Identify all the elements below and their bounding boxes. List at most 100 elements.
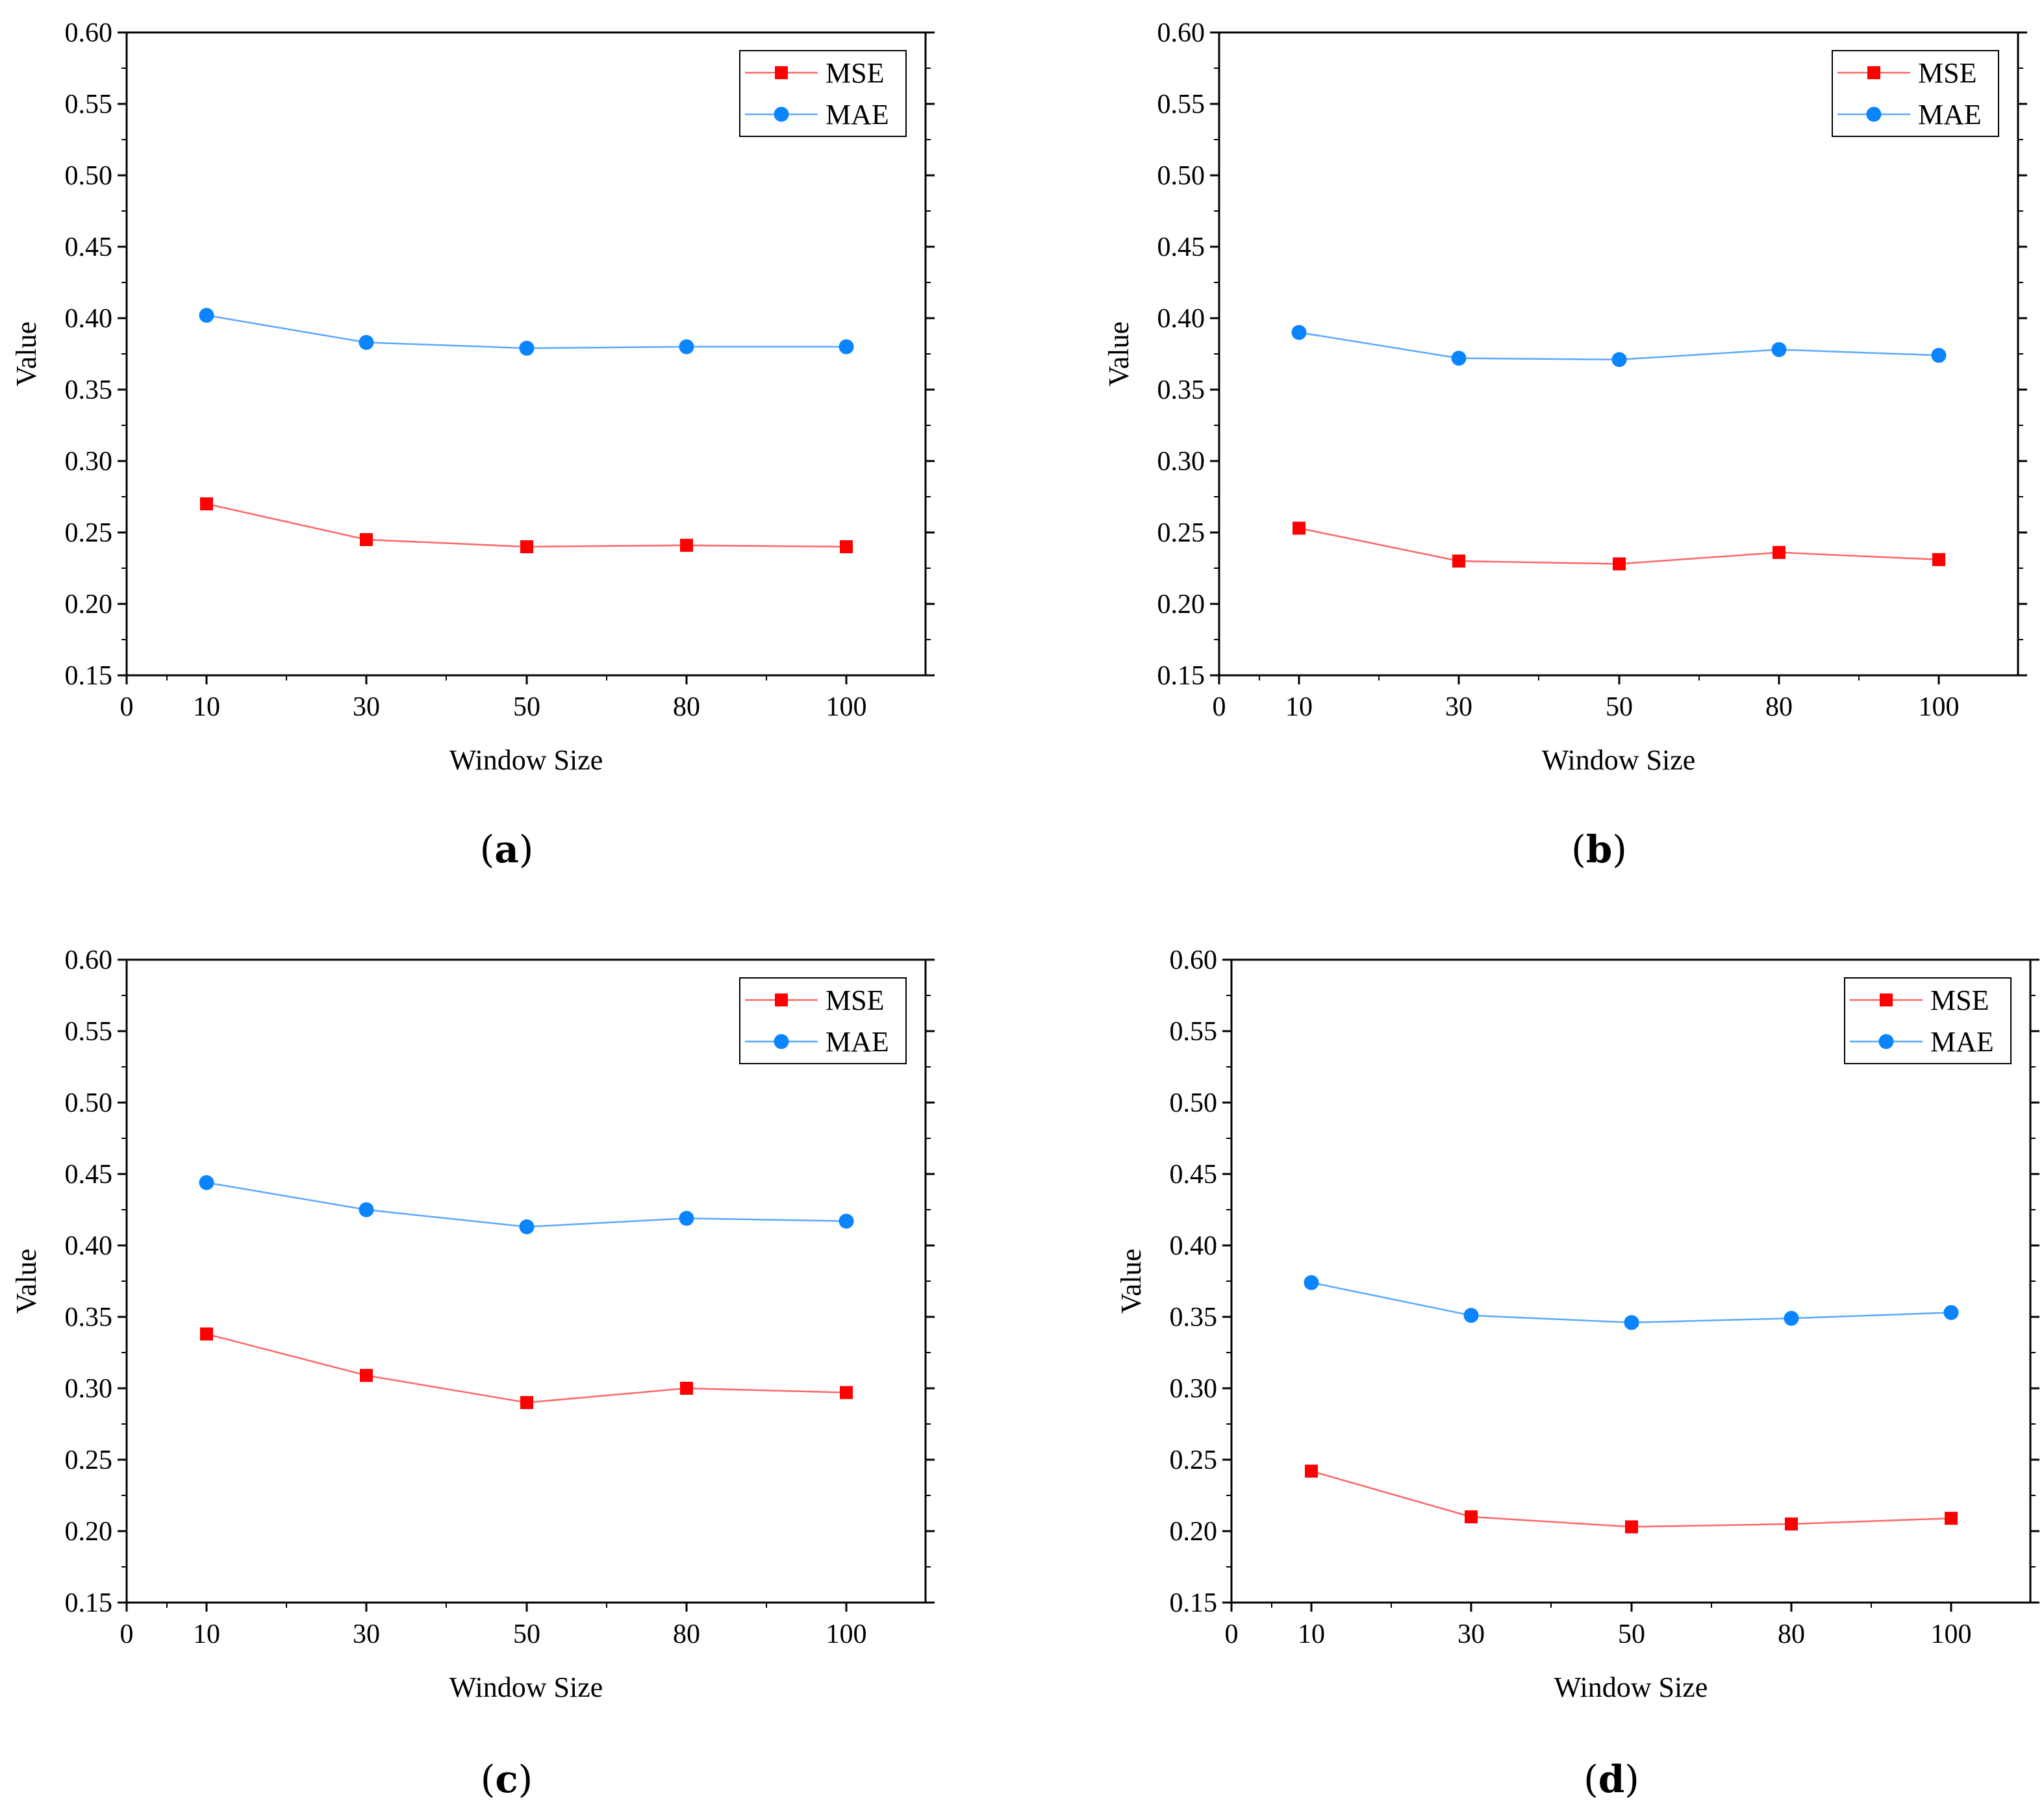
data-point-mse	[840, 1386, 853, 1399]
y-tick-label: 0.55	[1157, 90, 1205, 119]
panel-caption: (a)	[480, 827, 534, 871]
legend-label-mse: MSE	[1930, 984, 1989, 1016]
legend-marker-mse	[1867, 66, 1880, 79]
data-point-mse	[1452, 555, 1465, 568]
panel-caption: (d)	[1583, 1757, 1639, 1801]
x-tick-label: 0	[120, 692, 134, 722]
data-point-mae	[839, 339, 854, 355]
x-tick-label: 80	[1765, 692, 1793, 722]
y-tick-label: 0.35	[65, 375, 113, 405]
data-point-mse	[680, 538, 693, 552]
data-point-mae	[199, 1175, 214, 1190]
x-tick-label: 30	[1445, 692, 1472, 722]
data-point-mse	[1932, 553, 1945, 566]
data-point-mse	[680, 1382, 693, 1395]
legend-marker-mae	[774, 106, 789, 122]
caption-letter: d	[1598, 1757, 1625, 1801]
y-tick-label: 0.45	[65, 1160, 113, 1190]
y-axis-title: Value	[1103, 321, 1135, 386]
data-point-mae	[1771, 342, 1787, 357]
data-point-mae	[359, 1202, 374, 1218]
data-point-mse	[1293, 521, 1306, 535]
panel-caption: (c)	[481, 1757, 533, 1801]
legend-label-mae: MAE	[826, 99, 889, 131]
y-axis-title: Value	[10, 1249, 42, 1314]
caption-paren-open: (	[481, 1757, 496, 1801]
legend-marker-mae	[1878, 1034, 1894, 1049]
legend-label-mae: MAE	[1930, 1026, 1994, 1058]
data-point-mse	[200, 1327, 213, 1341]
data-point-mse	[1613, 557, 1626, 571]
y-tick-label: 0.25	[65, 518, 113, 548]
x-tick-label: 50	[513, 1619, 540, 1649]
y-tick-label: 0.55	[65, 90, 113, 119]
y-tick-label: 0.35	[1157, 375, 1205, 405]
x-tick-label: 80	[673, 692, 700, 722]
data-point-mae	[519, 1219, 535, 1234]
y-axis-title: Value	[10, 321, 42, 386]
data-point-mse	[1945, 1512, 1958, 1525]
x-tick-label: 0	[120, 1619, 134, 1649]
x-tick-label: 80	[1778, 1619, 1805, 1649]
data-point-mae	[839, 1214, 854, 1229]
data-point-mse	[1785, 1517, 1798, 1530]
legend: MSE MAE	[739, 977, 907, 1064]
panel-caption: (b)	[1571, 827, 1627, 871]
x-tick-label: 50	[513, 692, 540, 722]
y-tick-label: 0.30	[65, 447, 113, 477]
y-tick-label: 0.30	[1170, 1374, 1218, 1404]
y-tick-label: 0.40	[65, 304, 113, 334]
x-tick-label: 30	[1457, 1619, 1485, 1649]
series-line-mse	[206, 1333, 847, 1404]
legend-marker-mse	[1880, 993, 1893, 1006]
y-tick-label: 0.40	[65, 1231, 113, 1261]
chart-panel-b: 0.15 0.20 0.25 0.30 0.35 0.40 0.45 0.50 0.55 0.60…	[1103, 18, 2027, 776]
legend-label-mse: MSE	[1918, 57, 1976, 89]
x-tick-label: 10	[1285, 692, 1313, 722]
y-tick-label: 0.15	[1170, 1588, 1218, 1618]
y-tick-label: 0.55	[1170, 1017, 1218, 1047]
chart-panel-d: 0.15 0.20 0.25 0.30 0.35 0.40 0.45 0.50 0.55 0.60…	[1115, 945, 2039, 1703]
series-line-mse	[1311, 1470, 1952, 1528]
x-tick-label: 50	[1618, 1619, 1645, 1649]
data-point-mse	[1465, 1510, 1478, 1523]
legend: MSE MAE	[1844, 977, 2012, 1064]
data-point-mae	[1451, 351, 1467, 366]
y-tick-label: 0.40	[1157, 304, 1205, 334]
data-point-mae	[519, 340, 535, 356]
y-tick-label: 0.20	[65, 590, 113, 619]
data-point-mae	[199, 308, 214, 323]
y-tick-label: 0.25	[1157, 518, 1205, 548]
legend-label-mse: MSE	[826, 57, 884, 89]
y-tick-label: 0.50	[65, 161, 113, 191]
data-point-mse	[520, 540, 533, 553]
data-point-mse	[840, 540, 853, 553]
data-point-mse	[1773, 545, 1785, 559]
x-tick-label: 50	[1606, 692, 1633, 722]
x-tick-label: 10	[1298, 1619, 1325, 1649]
legend-box	[739, 50, 907, 137]
x-tick-label: 10	[193, 692, 220, 722]
data-point-mae	[1611, 352, 1627, 368]
caption-letter: b	[1586, 827, 1613, 871]
legend: MSE MAE	[739, 50, 907, 137]
y-tick-label: 0.35	[1170, 1303, 1218, 1332]
legend-box	[739, 977, 907, 1064]
data-point-mae	[1931, 347, 1947, 363]
data-point-mae	[679, 1210, 694, 1226]
x-tick-label: 100	[826, 1619, 867, 1649]
y-tick-label: 0.20	[1170, 1517, 1218, 1547]
y-tick-label: 0.50	[65, 1088, 113, 1118]
x-axis-title: Window Size	[449, 744, 603, 776]
x-tick-label: 100	[1931, 1619, 1972, 1649]
y-tick-label: 0.15	[1157, 661, 1205, 691]
y-tick-label: 0.60	[1157, 18, 1205, 48]
data-point-mae	[1943, 1305, 1959, 1320]
x-tick-label: 30	[353, 692, 380, 722]
y-tick-label: 0.30	[1157, 447, 1205, 477]
legend-label-mae: MAE	[1918, 99, 1982, 131]
y-tick-label: 0.45	[65, 232, 113, 262]
data-point-mse	[1625, 1520, 1638, 1534]
y-tick-label: 0.50	[1170, 1088, 1218, 1118]
